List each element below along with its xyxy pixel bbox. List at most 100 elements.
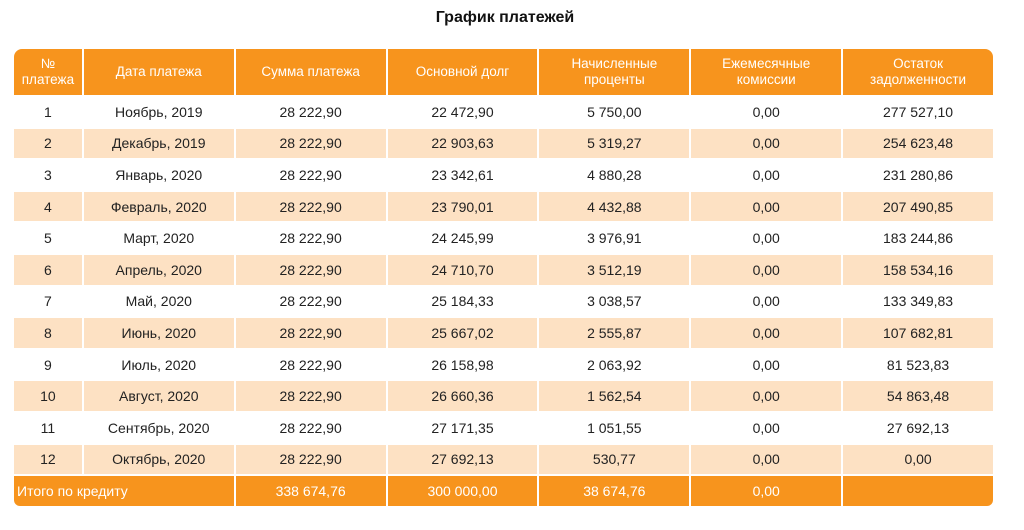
page-title: График платежей xyxy=(435,9,575,26)
table-row: 11 Сентябрь, 2020 28 222,90 27 171,35 1 051,… xyxy=(14,412,993,443)
totals-interest: 38 674,76 xyxy=(539,476,690,507)
cell-balance: 54 863,48 xyxy=(843,381,993,411)
cell-principal: 26 158,98 xyxy=(387,349,538,380)
column-header-interest: Начисленные проценты xyxy=(539,49,690,95)
cell-interest: 3 976,91 xyxy=(539,223,690,253)
cell-payment-sum: 28 222,90 xyxy=(235,191,386,222)
table-row: 8 Июнь, 2020 28 222,90 25 667,02 2 555,87 0,0… xyxy=(14,318,993,348)
cell-interest: 5 750,00 xyxy=(539,97,690,127)
cell-balance: 107 682,81 xyxy=(843,318,993,348)
cell-balance: 254 623,48 xyxy=(843,128,993,159)
totals-balance xyxy=(843,476,993,507)
cell-payment-number: 11 xyxy=(14,412,82,443)
totals-row: Итого по кредиту 338 674,76 300 000,00 3… xyxy=(14,476,993,507)
table-row: 2 Декабрь, 2019 28 222,90 22 903,63 5 319,27… xyxy=(14,128,993,159)
cell-payment-sum: 28 222,90 xyxy=(235,381,386,411)
column-header-commissions: Ежемесячные комиссии xyxy=(691,49,842,95)
cell-principal: 26 660,36 xyxy=(387,381,538,411)
cell-payment-number: 2 xyxy=(14,128,82,159)
table-row: 4 Февраль, 2020 28 222,90 23 790,01 4 432,88… xyxy=(14,191,993,222)
cell-commissions: 0,00 xyxy=(691,254,842,285)
cell-balance: 207 490,85 xyxy=(843,191,993,222)
cell-interest: 4 880,28 xyxy=(539,160,690,190)
cell-principal: 24 245,99 xyxy=(387,223,538,253)
cell-balance: 183 244,86 xyxy=(843,223,993,253)
cell-principal: 23 342,61 xyxy=(387,160,538,190)
cell-payment-date: Август, 2020 xyxy=(83,381,234,411)
cell-commissions: 0,00 xyxy=(691,128,842,159)
cell-payment-number: 9 xyxy=(14,349,82,380)
cell-interest: 4 432,88 xyxy=(539,191,690,222)
cell-principal: 24 710,70 xyxy=(387,254,538,285)
cell-payment-sum: 28 222,90 xyxy=(235,444,386,475)
table-header-row: № платежа Дата платежа Сумма платежа Осн… xyxy=(14,49,993,95)
cell-payment-sum: 28 222,90 xyxy=(235,286,386,317)
cell-commissions: 0,00 xyxy=(691,412,842,443)
cell-payment-date: Январь, 2020 xyxy=(83,160,234,190)
cell-payment-number: 12 xyxy=(14,444,82,475)
totals-payment-sum: 338 674,76 xyxy=(235,476,386,507)
table-row: 3 Январь, 2020 28 222,90 23 342,61 4 880,28 0… xyxy=(14,160,993,190)
table-row: 9 Июль, 2020 28 222,90 26 158,98 2 063,92 0,0… xyxy=(14,349,993,380)
cell-principal: 27 692,13 xyxy=(387,444,538,475)
table-row: 5 Март, 2020 28 222,90 24 245,99 3 976,91 0,0… xyxy=(14,223,993,253)
column-header-payment-sum: Сумма платежа xyxy=(235,49,386,95)
cell-commissions: 0,00 xyxy=(691,444,842,475)
cell-commissions: 0,00 xyxy=(691,160,842,190)
cell-interest: 3 038,57 xyxy=(539,286,690,317)
cell-principal: 25 184,33 xyxy=(387,286,538,317)
cell-balance: 158 534,16 xyxy=(843,254,993,285)
cell-payment-number: 6 xyxy=(14,254,82,285)
cell-payment-sum: 28 222,90 xyxy=(235,223,386,253)
column-header-payment-date: Дата платежа xyxy=(83,49,234,95)
cell-commissions: 0,00 xyxy=(691,381,842,411)
cell-interest: 1 562,54 xyxy=(539,381,690,411)
cell-payment-date: Сентябрь, 2020 xyxy=(83,412,234,443)
table-row: 7 Май, 2020 28 222,90 25 184,33 3 038,57 0,00… xyxy=(14,286,993,317)
table-row: 12 Октябрь, 2020 28 222,90 27 692,13 530,77 0… xyxy=(14,444,993,475)
cell-payment-sum: 28 222,90 xyxy=(235,160,386,190)
cell-payment-date: Февраль, 2020 xyxy=(83,191,234,222)
cell-balance: 277 527,10 xyxy=(843,97,993,127)
cell-balance: 27 692,13 xyxy=(843,412,993,443)
totals-principal: 300 000,00 xyxy=(387,476,538,507)
cell-payment-date: Июль, 2020 xyxy=(83,349,234,380)
cell-payment-number: 1 xyxy=(14,97,82,127)
column-header-payment-number: № платежа xyxy=(14,49,82,95)
cell-commissions: 0,00 xyxy=(691,349,842,380)
cell-payment-sum: 28 222,90 xyxy=(235,128,386,159)
cell-payment-date: Апрель, 2020 xyxy=(83,254,234,285)
cell-payment-sum: 28 222,90 xyxy=(235,97,386,127)
cell-payment-number: 7 xyxy=(14,286,82,317)
cell-payment-date: Май, 2020 xyxy=(83,286,234,317)
cell-balance: 231 280,86 xyxy=(843,160,993,190)
cell-payment-sum: 28 222,90 xyxy=(235,318,386,348)
cell-commissions: 0,00 xyxy=(691,286,842,317)
cell-payment-number: 10 xyxy=(14,381,82,411)
cell-payment-number: 4 xyxy=(14,191,82,222)
cell-interest: 3 512,19 xyxy=(539,254,690,285)
cell-interest: 2 063,92 xyxy=(539,349,690,380)
cell-principal: 22 472,90 xyxy=(387,97,538,127)
cell-payment-sum: 28 222,90 xyxy=(235,412,386,443)
cell-principal: 25 667,02 xyxy=(387,318,538,348)
cell-principal: 23 790,01 xyxy=(387,191,538,222)
cell-balance: 133 349,83 xyxy=(843,286,993,317)
cell-balance: 0,00 xyxy=(843,444,993,475)
cell-payment-number: 8 xyxy=(14,318,82,348)
cell-payment-sum: 28 222,90 xyxy=(235,254,386,285)
cell-payment-number: 5 xyxy=(14,223,82,253)
cell-payment-date: Декабрь, 2019 xyxy=(83,128,234,159)
cell-balance: 81 523,83 xyxy=(843,349,993,380)
cell-payment-date: Март, 2020 xyxy=(83,223,234,253)
cell-payment-date: Октябрь, 2020 xyxy=(83,444,234,475)
table-body: 1 Ноябрь, 2019 28 222,90 22 472,90 5 750,00 0… xyxy=(14,97,993,475)
column-header-principal: Основной долг xyxy=(387,49,538,95)
cell-commissions: 0,00 xyxy=(691,191,842,222)
cell-payment-date: Июнь, 2020 xyxy=(83,318,234,348)
cell-interest: 5 319,27 xyxy=(539,128,690,159)
table-row: 10 Август, 2020 28 222,90 26 660,36 1 562,54… xyxy=(14,381,993,411)
cell-principal: 27 171,35 xyxy=(387,412,538,443)
table-row: 6 Апрель, 2020 28 222,90 24 710,70 3 512,19 0… xyxy=(14,254,993,285)
